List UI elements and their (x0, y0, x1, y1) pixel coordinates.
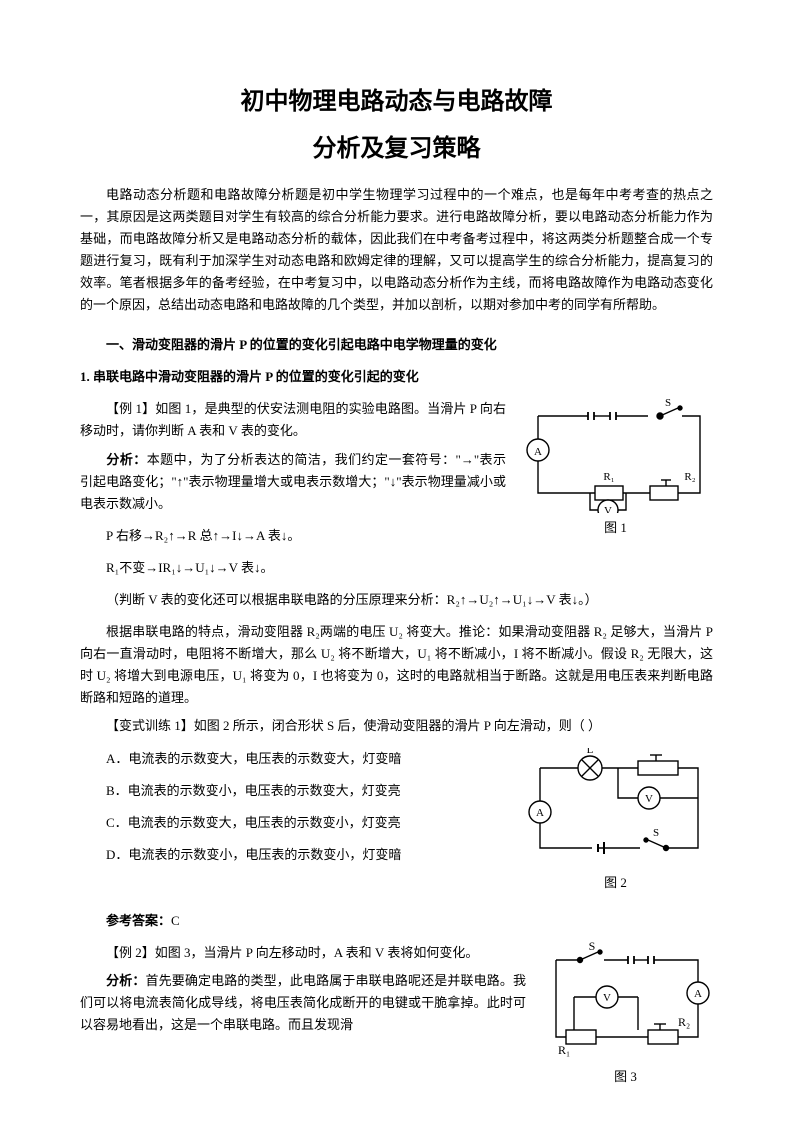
figure1-block: A V S R₁ R₂ 图 1 (518, 398, 713, 539)
svg-text:R₁: R₁ (558, 1043, 570, 1057)
figure1-caption: 图 1 (518, 517, 713, 539)
variant1-intro: 【变式训练 1】如图 2 所示，闭合形状 S 后，使滑动变阻器的滑片 P 向左滑… (80, 715, 713, 737)
figure3-block: A V S R₁ R₂ 图 3 (538, 942, 713, 1088)
svg-text:R₂: R₂ (684, 471, 695, 483)
example2-analysis: 首先要确定电路的类型，此电路属于串联电路呢还是并联电路。我们可以将电流表简化成导… (80, 973, 526, 1032)
circuit-diagram-1: A V S R₁ R₂ (518, 398, 713, 513)
svg-text:S: S (665, 398, 671, 409)
analysis-label-2: 分析： (106, 973, 146, 988)
main-title-line1: 初中物理电路动态与电路故障 (80, 82, 713, 123)
svg-text:R₁: R₁ (603, 471, 614, 483)
svg-text:V: V (604, 505, 612, 513)
section1-heading: 一、滑动变阻器的滑片 P 的位置的变化引起电路中电学物理量的变化 (80, 334, 713, 356)
formula2: R₁不变→IR₁↓→U₁↓→V 表↓。 (80, 557, 713, 579)
svg-text:V: V (603, 992, 611, 1004)
svg-text:L: L (587, 748, 594, 756)
figure2-caption: 图 2 (518, 872, 713, 894)
svg-text:S: S (653, 827, 659, 839)
svg-text:A: A (534, 446, 542, 458)
formula3: （判断 V 表的变化还可以根据串联电路的分压原理来分析：R₂↑→U₂↑→U₁↓→… (80, 589, 713, 611)
circuit-diagram-2: A V L S (518, 748, 713, 868)
answer-value: C (171, 913, 180, 928)
answer-block: 参考答案：C (80, 910, 713, 932)
svg-text:V: V (645, 793, 653, 805)
answer-label: 参考答案： (106, 913, 171, 928)
svg-text:A: A (536, 807, 544, 819)
analysis-label: 分析： (106, 452, 147, 467)
figure3-caption: 图 3 (538, 1066, 713, 1088)
main-title-line2: 分析及复习策略 (80, 129, 713, 170)
svg-text:S: S (589, 942, 596, 953)
figure2-block: A V L S 图 2 (518, 748, 713, 894)
subsection1-heading: 1. 串联电路中滑动变阻器的滑片 P 的位置的变化引起的变化 (80, 366, 713, 388)
svg-text:A: A (694, 988, 702, 1000)
conclusion1: 根据串联电路的特点，滑动变阻器 R₂两端的电压 U₂ 将变大。推论：如果滑动变阻… (80, 621, 713, 709)
svg-text:R₂: R₂ (678, 1015, 690, 1029)
intro-paragraph: 电路动态分析题和电路故障分析题是初中学生物理学习过程中的一个难点，也是每年中考考… (80, 184, 713, 317)
circuit-diagram-3: A V S R₁ R₂ (538, 942, 713, 1062)
